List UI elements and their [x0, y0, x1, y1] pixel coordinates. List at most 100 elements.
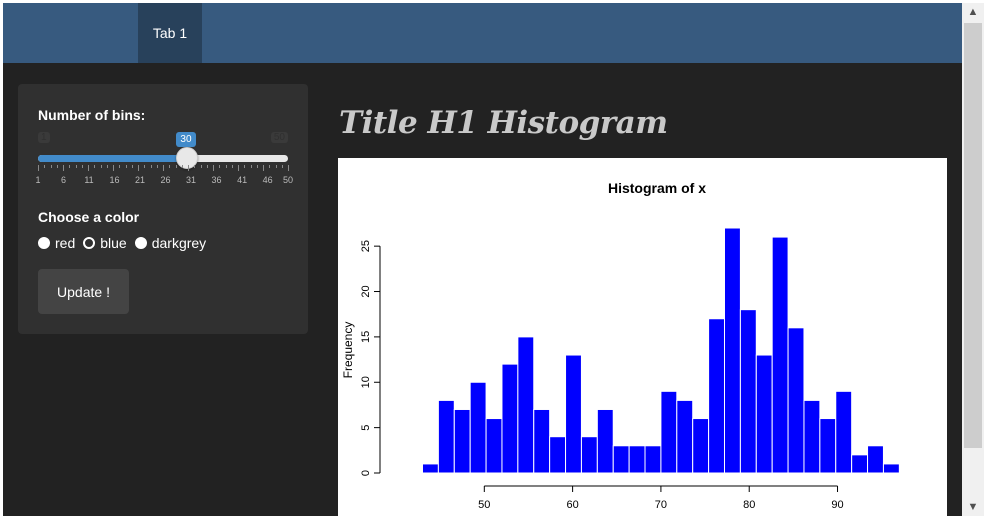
slider-minor-tick [169, 165, 171, 168]
slider-minor-tick [244, 165, 246, 168]
slider-handle[interactable] [175, 147, 198, 169]
bars [421, 227, 900, 474]
slider-tick-label: 41 [237, 175, 248, 185]
histogram-plot: Histogram of x Frequency 0 5 10 15 20 25 50 60… [338, 158, 947, 516]
y-axis: 0 5 10 15 20 25 [360, 240, 381, 476]
y-tick-label: 0 [360, 470, 372, 476]
radio-darkgrey[interactable]: darkgrey [134, 235, 207, 251]
slider-tick-label: 26 [160, 175, 171, 185]
histogram-bar [723, 227, 741, 474]
y-tick-label: 10 [360, 376, 372, 388]
slider-minor-tick [144, 165, 146, 168]
slider-minor-tick [250, 165, 252, 168]
slider-minor-tick [163, 165, 164, 171]
slider-tick-label: 36 [211, 175, 222, 185]
tab-tab-1[interactable]: Tab 1 [138, 3, 202, 63]
tab-label: Tab 1 [152, 25, 188, 41]
radio-darkgrey-circle[interactable] [134, 237, 147, 249]
y-tick-label: 5 [360, 425, 372, 431]
histogram-bar [660, 390, 678, 474]
slider-minor-tick [281, 165, 283, 168]
vertical-scrollbar[interactable]: ▲ ▼ [962, 3, 984, 516]
histogram-bar [882, 463, 900, 474]
histogram-bar [692, 418, 710, 474]
color-radio-group: red blue darkgrey [38, 235, 214, 251]
slider-minor-tick [175, 165, 177, 168]
slider-tick-label: 1 [35, 175, 41, 185]
update-button[interactable]: Update ! [38, 269, 129, 314]
scroll-down-arrow-icon[interactable]: ▼ [967, 501, 979, 513]
slider-minor-tick [200, 165, 202, 168]
x-axis: 50 60 70 80 90 [478, 485, 844, 511]
slider-minor-tick [263, 165, 264, 171]
slider-minor-tick [125, 165, 127, 168]
histogram-bar [549, 436, 567, 474]
slider-minor-tick [225, 165, 227, 168]
app-window: Tab 1 Number of bins: 1 50 30 1 6 11 16 21 26… [3, 3, 962, 516]
slider-tick-label: 6 [60, 175, 67, 185]
slider-minor-tick [50, 165, 52, 168]
y-tick-label: 25 [360, 240, 372, 252]
histogram-bar [851, 454, 869, 474]
slider-minor-tick [288, 165, 289, 171]
radio-blue-circle[interactable] [83, 237, 96, 249]
histogram-bar [771, 236, 789, 474]
slider-minor-tick [156, 165, 158, 168]
slider-tick-label: 11 [84, 175, 94, 185]
histogram-bar [835, 390, 853, 474]
histogram-bar [437, 399, 455, 474]
radio-darkgrey-label: darkgrey [151, 235, 207, 251]
navbar: Tab 1 [3, 3, 962, 63]
slider-value-badge: 30 [175, 132, 196, 147]
radio-red-label: red [55, 235, 76, 251]
histogram-bar [612, 445, 630, 474]
slider-minor-tick [56, 165, 58, 168]
bins-slider[interactable]: 1 50 30 1 6 11 16 21 26 31 36 41 46 50 [35, 124, 294, 185]
slider-minor-tick [63, 165, 64, 171]
histogram-bar [644, 445, 662, 474]
slider-minor-tick [219, 165, 221, 168]
histogram-bar [565, 354, 582, 474]
scrollbar-thumb[interactable] [964, 23, 982, 448]
histogram-bar [787, 327, 805, 474]
slider-ticks: 1 6 11 16 21 26 31 36 41 46 50 [35, 165, 294, 185]
slider-min-label: 1 [38, 132, 50, 143]
slider-fill [38, 155, 186, 162]
slider-tick-label: 16 [109, 175, 120, 185]
radio-blue[interactable]: blue [83, 235, 127, 251]
slider-minor-tick [181, 165, 183, 168]
slider-minor-tick [88, 165, 89, 171]
slider-minor-tick [81, 165, 83, 168]
slider-minor-tick [94, 165, 96, 168]
histogram-bar [533, 408, 551, 474]
histogram-bar [803, 399, 821, 474]
x-tick-label: 70 [655, 499, 667, 511]
slider-minor-tick [75, 165, 77, 168]
slider-minor-tick [44, 165, 46, 168]
y-tick-label: 15 [360, 331, 372, 343]
chart-y-axis-label: Frequency [341, 322, 355, 379]
slider-minor-tick [38, 165, 39, 171]
color-label: Choose a color [38, 209, 140, 225]
slider-minor-tick [256, 165, 258, 168]
radio-red[interactable]: red [38, 235, 75, 251]
histogram-svg: Histogram of x Frequency 0 5 10 15 20 25 50 60… [341, 180, 900, 511]
slider-minor-tick [238, 165, 239, 171]
scroll-up-arrow-icon[interactable]: ▲ [967, 6, 979, 18]
histogram-bar [421, 463, 439, 474]
slider-minor-tick [194, 165, 196, 168]
slider-minor-tick [150, 165, 152, 168]
slider-tick-label: 31 [186, 175, 197, 185]
page-title: Title H1 Histogram [339, 105, 668, 141]
radio-blue-label: blue [100, 235, 127, 251]
radio-red-circle[interactable] [38, 237, 50, 249]
slider-minor-tick [131, 165, 133, 168]
bins-label: Number of bins: [38, 107, 146, 123]
slider-minor-tick [231, 165, 233, 168]
histogram-bar [628, 445, 646, 474]
histogram-bar [485, 418, 503, 474]
slider-tick-label: 50 [282, 175, 294, 185]
slider-minor-tick [106, 165, 108, 168]
slider-minor-tick [138, 165, 139, 171]
slider-minor-tick [206, 165, 208, 168]
